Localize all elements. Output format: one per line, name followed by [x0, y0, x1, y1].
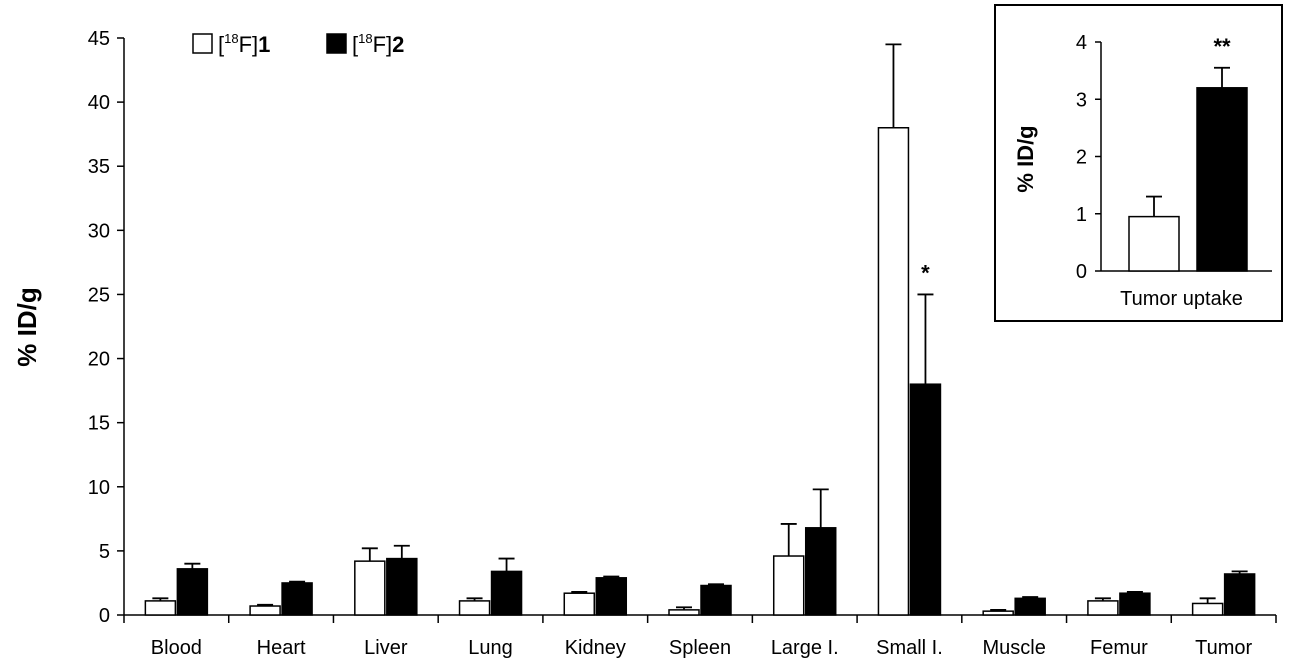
y-tick-label: 40 — [88, 92, 110, 114]
bar-series1 — [1191, 602, 1224, 616]
legend-swatch — [192, 33, 213, 54]
y-tick-label: 20 — [88, 349, 110, 371]
bar-series1 — [354, 560, 386, 616]
bar-series2 — [281, 582, 313, 616]
legend-swatch — [326, 33, 347, 54]
significance-marker: * — [921, 260, 930, 285]
bar-series1 — [563, 592, 596, 616]
bar-series1 — [772, 555, 805, 616]
bar-series2 — [1119, 592, 1151, 616]
y-tick-label: 30 — [88, 220, 110, 242]
x-tick-label: Tumor — [1195, 637, 1252, 659]
y-tick-label: 15 — [88, 413, 110, 435]
bar-series1 — [877, 127, 910, 616]
x-tick-label: Kidney — [565, 637, 626, 659]
bar-series2 — [490, 570, 523, 616]
bar-series2 — [386, 557, 418, 616]
y-tick-label: 35 — [88, 156, 110, 178]
inset-y-tick-label: 2 — [1076, 147, 1087, 169]
bar-series1 — [1087, 600, 1119, 616]
y-axis-label: % ID/g — [12, 287, 42, 366]
x-tick-label: Lung — [468, 637, 513, 659]
inset-y-tick-label: 3 — [1076, 89, 1087, 111]
bar-series1 — [458, 600, 491, 616]
bar-series2 — [909, 383, 942, 616]
bar-series2 — [176, 568, 209, 616]
inset-significance-marker: ** — [1213, 34, 1231, 59]
legend-label: [18F]2 — [352, 31, 404, 57]
inset-bar-series2 — [1196, 87, 1248, 272]
inset-y-tick-label: 1 — [1076, 204, 1087, 226]
x-tick-label: Blood — [151, 637, 202, 659]
inset-y-tick-label: 0 — [1076, 261, 1087, 283]
inset-chart: 0 1 2 3 4 % ID/g Tumor uptake ** — [994, 4, 1283, 322]
x-tick-label: Spleen — [669, 637, 731, 659]
legend-label: [18F]1 — [218, 31, 270, 57]
bar-series1 — [668, 609, 700, 616]
y-tick-label: 0 — [99, 605, 110, 627]
x-tick-label: Muscle — [983, 637, 1046, 659]
bar-series2 — [1014, 597, 1046, 616]
y-tick-label: 5 — [99, 541, 110, 563]
bar-series2 — [700, 584, 732, 616]
legend: [18F]1 [18F]2 — [192, 31, 404, 57]
bar-series1 — [982, 610, 1014, 616]
bar-series2 — [1223, 573, 1256, 616]
bar-series1 — [144, 600, 177, 616]
inset-y-axis-label: % ID/g — [1013, 125, 1038, 192]
bar-series2 — [804, 527, 837, 616]
x-tick-label: Femur — [1090, 637, 1148, 659]
x-tick-label: Heart — [257, 637, 306, 659]
x-tick-label: Small I. — [876, 637, 943, 659]
inset-y-tick-label: 4 — [1076, 32, 1087, 54]
y-tick-label: 25 — [88, 284, 110, 306]
bar-series2 — [595, 577, 628, 616]
inset-bar-series1 — [1128, 215, 1180, 272]
x-tick-label: Large I. — [771, 637, 839, 659]
y-tick-label: 45 — [88, 28, 110, 50]
y-tick-label: 10 — [88, 477, 110, 499]
bar-series1 — [249, 605, 281, 616]
inset-x-tick-label: Tumor uptake — [1120, 288, 1243, 310]
x-tick-label: Liver — [364, 637, 408, 659]
